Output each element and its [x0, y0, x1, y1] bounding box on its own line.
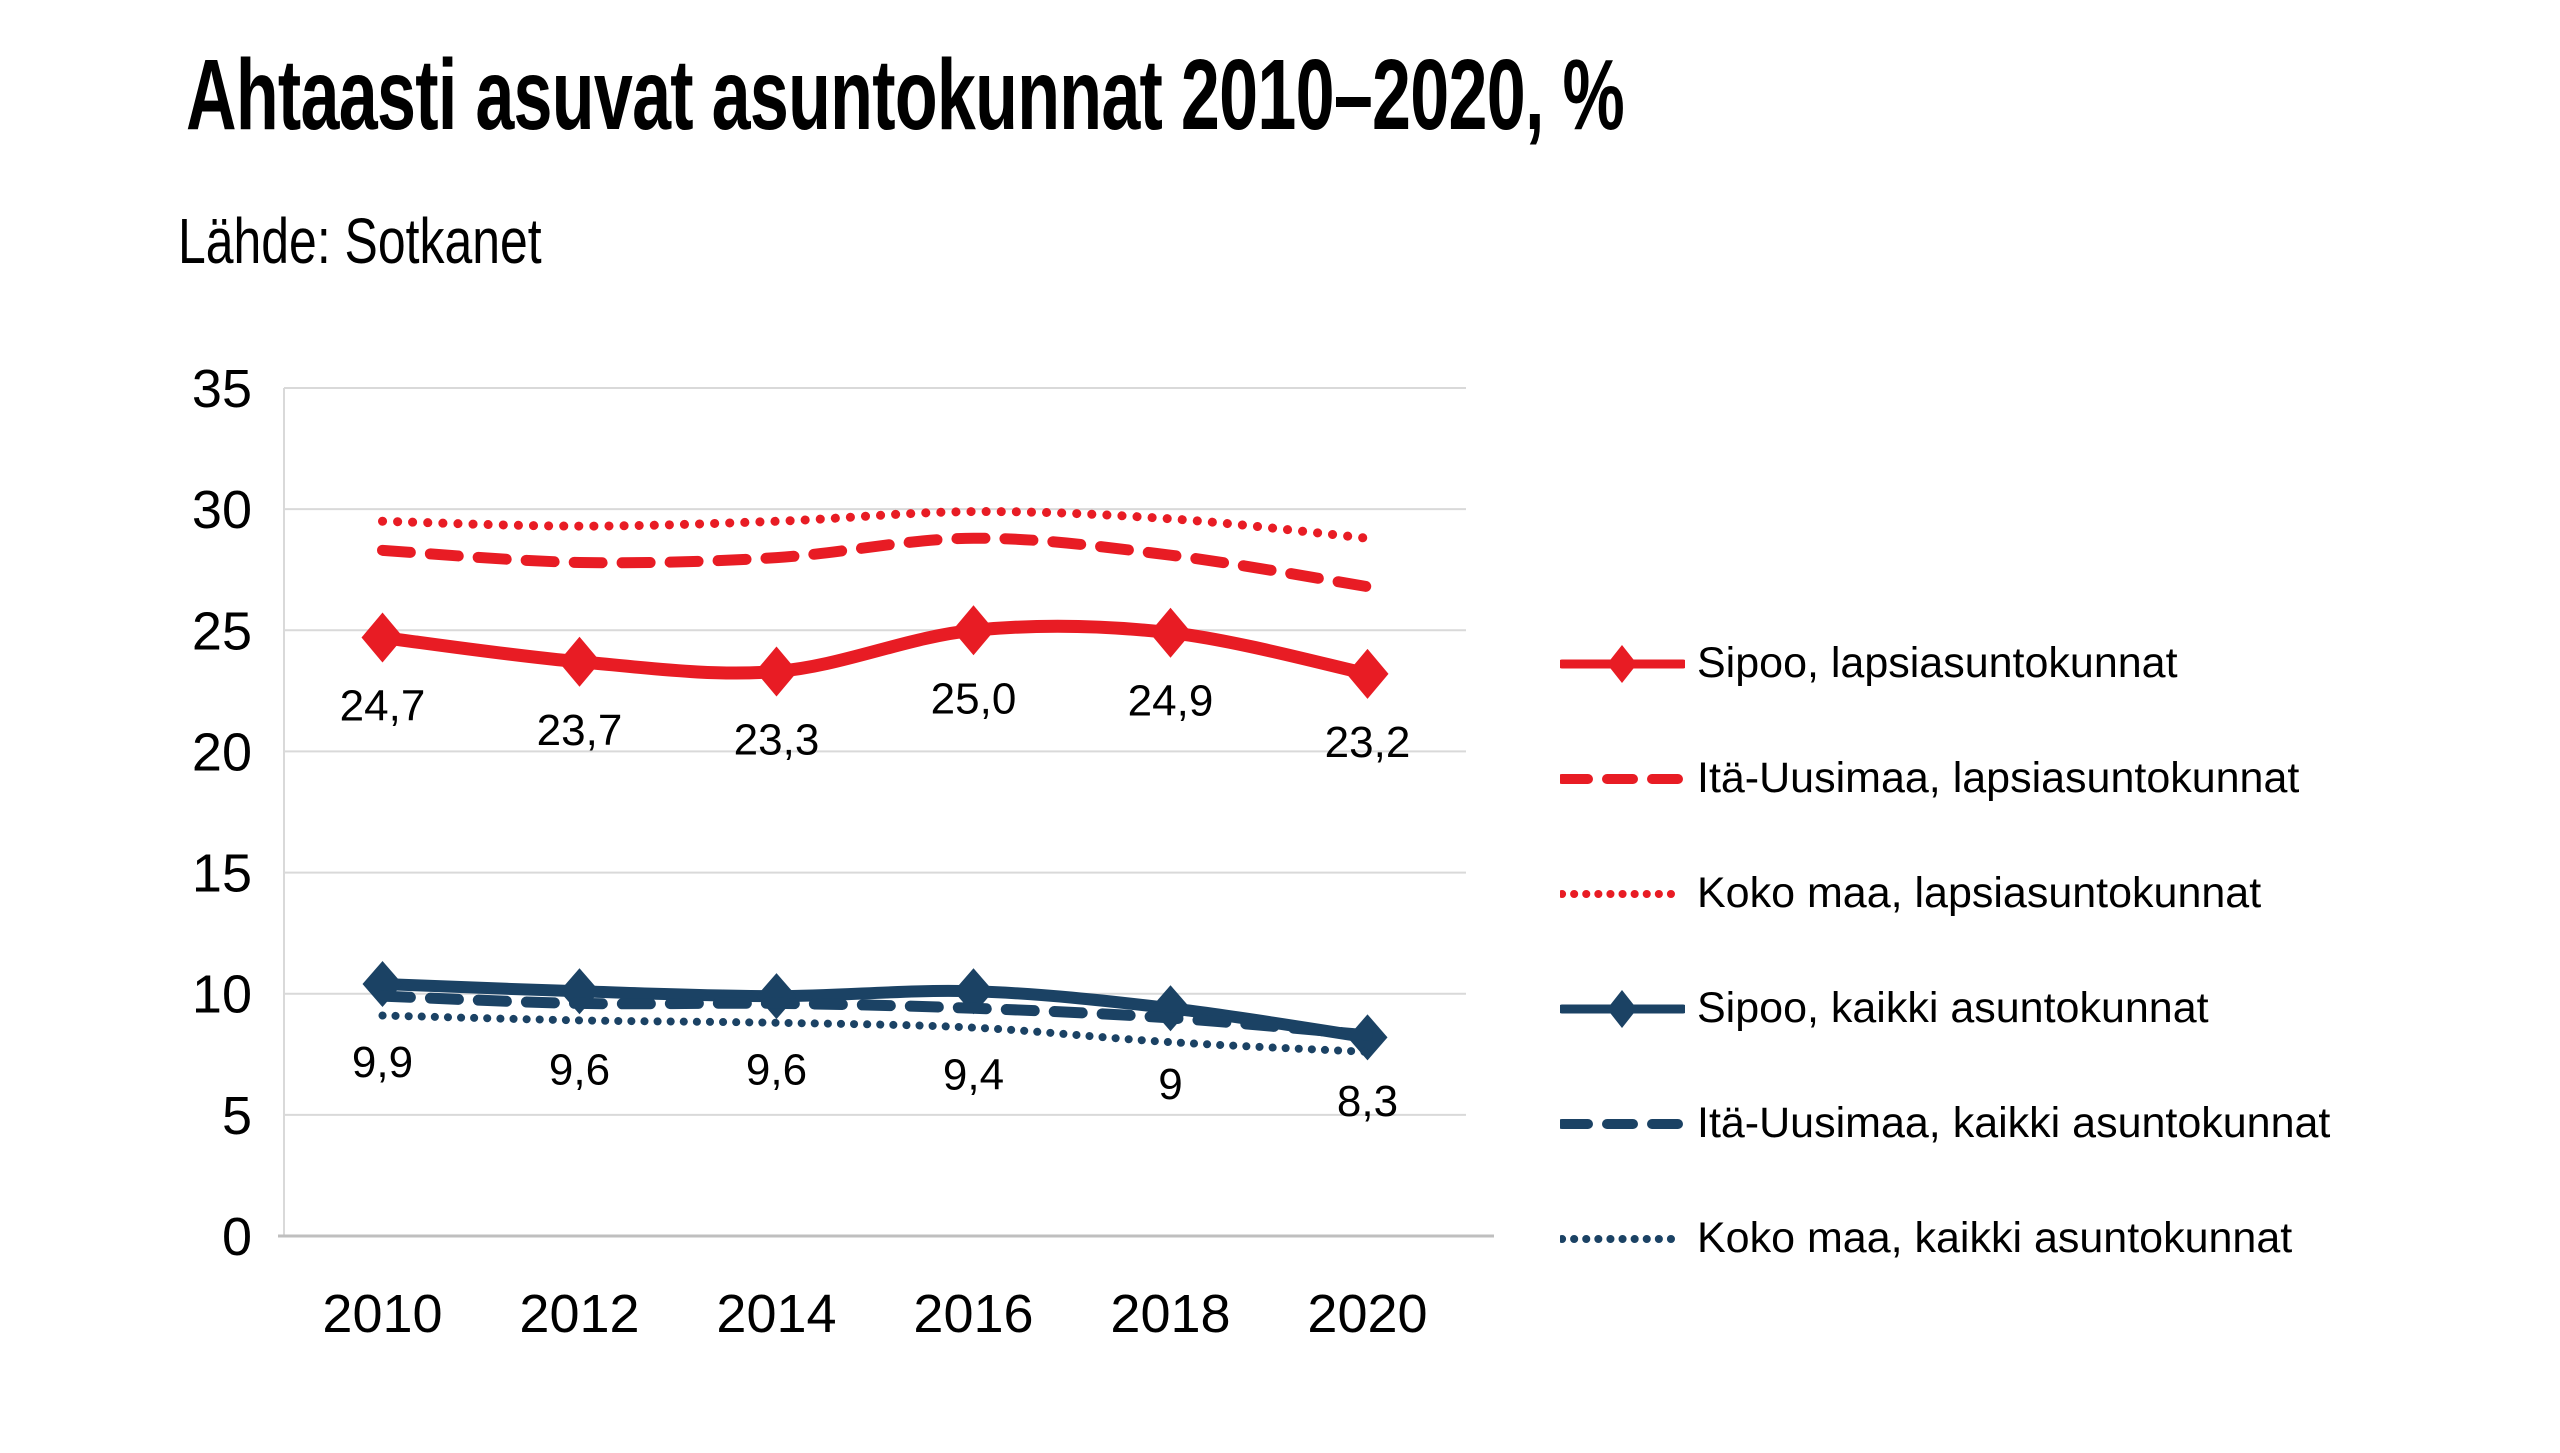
x-tick-label-2010: 2010: [322, 1284, 442, 1344]
marker-diamond-sipoo-lapsiasuntokunnat: [952, 605, 995, 656]
data-label-sipoo-lapsiasuntokunnat-2016: 25,0: [931, 674, 1017, 723]
legend-item-it-uusimaa-lapsiasuntokunnat: Itä-Uusimaa, lapsiasuntokunnat: [1560, 721, 2330, 836]
legend-label-koko-maa-kaikki-asuntokunnat: Koko maa, kaikki asuntokunnat: [1697, 1214, 2293, 1262]
data-label-it-uusimaa-kaikki-asuntokunnat-2018: 9: [1158, 1060, 1182, 1109]
x-tick-label-2020: 2020: [1307, 1284, 1427, 1344]
y-tick-label-35: 35: [192, 359, 252, 419]
legend-label-it-uusimaa-lapsiasuntokunnat: Itä-Uusimaa, lapsiasuntokunnat: [1697, 754, 2300, 802]
data-label-it-uusimaa-kaikki-asuntokunnat-2012: 9,6: [549, 1045, 610, 1094]
x-tick-label-2018: 2018: [1110, 1284, 1230, 1344]
legend-item-koko-maa-kaikki-asuntokunnat: Koko maa, kaikki asuntokunnat: [1560, 1181, 2330, 1296]
series-line-sipoo-kaikki-asuntokunnat: [376, 978, 1374, 1044]
data-label-it-uusimaa-kaikki-asuntokunnat-2014: 9,6: [746, 1045, 807, 1094]
marker-diamond-sipoo-lapsiasuntokunnat: [1346, 648, 1389, 699]
data-label-sipoo-lapsiasuntokunnat-2018: 24,9: [1128, 677, 1214, 726]
marker-diamond-sipoo-kaikki-asuntokunnat: [756, 973, 797, 1020]
data-label-sipoo-lapsiasuntokunnat-2012: 23,7: [537, 706, 623, 755]
series-line-koko-maa-lapsiasuntokunnat: [378, 507, 1372, 543]
legend-swatch-dotted-blue-line-icon: [1560, 1234, 1685, 1243]
legend-item-it-uusimaa-kaikki-asuntokunnat: Itä-Uusimaa, kaikki asuntokunnat: [1560, 1066, 2330, 1181]
legend-item-sipoo-kaikki-asuntokunnat: Sipoo, kaikki asuntokunnat: [1560, 951, 2330, 1066]
legend-marker-diamond-icon: [1607, 644, 1637, 683]
legend-item-koko-maa-lapsiasuntokunnat: Koko maa, lapsiasuntokunnat: [1560, 836, 2330, 951]
series-line-it-uusimaa-kaikki-asuntokunnat: [377, 990, 1373, 1041]
data-label-sipoo-lapsiasuntokunnat-2014: 23,3: [734, 715, 820, 764]
legend-label-it-uusimaa-kaikki-asuntokunnat: Itä-Uusimaa, kaikki asuntokunnat: [1697, 1099, 2331, 1147]
legend-swatch-dashed-red-line-icon: [1560, 773, 1685, 784]
marker-diamond-sipoo-lapsiasuntokunnat: [361, 612, 404, 663]
data-label-it-uusimaa-kaikki-asuntokunnat-2010: 9,9: [352, 1038, 413, 1087]
legend-swatch-dashed-blue-line-icon: [1560, 1118, 1685, 1129]
y-tick-label-10: 10: [192, 965, 252, 1025]
chart-legend: Sipoo, lapsiasuntokunnat Itä-Uusimaa, lap…: [1560, 606, 2330, 1296]
data-label-it-uusimaa-kaikki-asuntokunnat-2020: 8,3: [1337, 1077, 1398, 1126]
y-tick-label-15: 15: [192, 844, 252, 904]
legend-swatch-dotted-red-line-icon: [1560, 889, 1685, 898]
legend-label-koko-maa-lapsiasuntokunnat: Koko maa, lapsiasuntokunnat: [1697, 869, 2262, 917]
data-label-sipoo-lapsiasuntokunnat-2020: 23,2: [1325, 718, 1411, 767]
legend-swatch-solid-blue-line-icon: [1560, 989, 1685, 1028]
x-tick-label-2012: 2012: [519, 1284, 639, 1344]
data-label-sipoo-lapsiasuntokunnat-2010: 24,7: [340, 682, 426, 731]
page-title: Ahtaasti asuvat asuntokunnat 2010–2020, …: [186, 39, 1625, 151]
marker-diamond-sipoo-lapsiasuntokunnat: [1149, 607, 1192, 658]
marker-diamond-sipoo-lapsiasuntokunnat: [755, 646, 798, 697]
marker-diamond-sipoo-lapsiasuntokunnat: [558, 636, 601, 687]
series-line-sipoo-lapsiasuntokunnat: [376, 619, 1374, 681]
series-line-it-uusimaa-lapsiasuntokunnat: [377, 532, 1373, 593]
page-subtitle: Lähde: Sotkanet: [178, 205, 542, 277]
legend-marker-diamond-icon: [1607, 989, 1637, 1028]
legend-swatch-solid-red-line-icon: [1560, 644, 1685, 683]
series-line-koko-maa-kaikki-asuntokunnat: [378, 1011, 1372, 1056]
legend-label-sipoo-lapsiasuntokunnat: Sipoo, lapsiasuntokunnat: [1697, 639, 2178, 687]
y-tick-label-0: 0: [222, 1207, 252, 1267]
y-tick-label-25: 25: [192, 601, 252, 661]
x-tick-label-2016: 2016: [913, 1284, 1033, 1344]
data-label-it-uusimaa-kaikki-asuntokunnat-2016: 9,4: [943, 1050, 1004, 1099]
y-tick-label-20: 20: [192, 722, 252, 782]
legend-label-sipoo-kaikki-asuntokunnat: Sipoo, kaikki asuntokunnat: [1697, 984, 2209, 1032]
y-tick-label-5: 5: [222, 1086, 252, 1146]
legend-item-sipoo-lapsiasuntokunnat: Sipoo, lapsiasuntokunnat: [1560, 606, 2330, 721]
marker-diamond-sipoo-kaikki-asuntokunnat: [1150, 985, 1191, 1032]
y-tick-label-30: 30: [192, 480, 252, 540]
x-tick-label-2014: 2014: [716, 1284, 836, 1344]
